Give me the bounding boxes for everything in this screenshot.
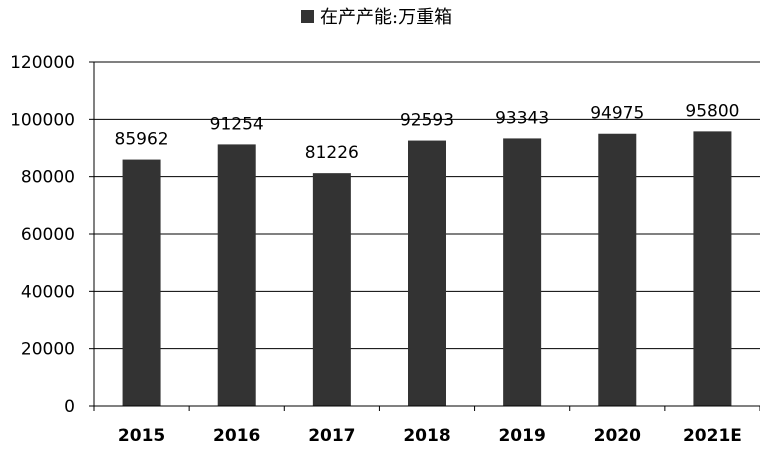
y-tick-label: 0 <box>64 397 75 417</box>
y-tick-label: 20000 <box>21 340 75 360</box>
data-label: 94975 <box>590 104 644 124</box>
data-label: 92593 <box>400 111 454 131</box>
x-tick-label: 2021E <box>683 426 742 446</box>
y-tick-label: 100000 <box>10 110 75 130</box>
legend-label: 在产产能:万重箱 <box>320 7 452 28</box>
bar <box>312 173 351 406</box>
x-tick-label: 2020 <box>594 426 641 446</box>
data-label: 91254 <box>210 114 264 134</box>
data-labels: 85962 91254 81226 92593 93343 94975 95800 <box>115 101 740 163</box>
x-tick-label: 2019 <box>498 426 545 446</box>
bar <box>503 138 542 406</box>
bar <box>408 140 446 407</box>
x-tick-label: 2017 <box>308 426 355 446</box>
x-tick-label: 2016 <box>213 426 260 446</box>
legend-swatch <box>301 10 314 23</box>
y-tick-label: 40000 <box>21 282 75 302</box>
x-tick-label: 2018 <box>403 426 450 446</box>
y-tick-label: 80000 <box>21 168 75 188</box>
y-tick-label: 120000 <box>10 53 75 73</box>
data-label: 85962 <box>115 130 169 150</box>
data-label: 95800 <box>685 101 739 121</box>
axes <box>89 61 760 411</box>
bars <box>122 131 732 407</box>
bar <box>598 133 637 406</box>
bar <box>217 144 256 406</box>
bar <box>693 131 732 406</box>
y-axis-tick-labels: 0 20000 40000 60000 80000 100000 120000 <box>10 53 75 417</box>
y-tick-label: 60000 <box>21 225 75 245</box>
legend: 在产产能:万重箱 <box>301 7 452 28</box>
data-label: 81226 <box>305 143 359 163</box>
data-label: 93343 <box>495 108 549 128</box>
x-axis-tick-labels: 2015 2016 2017 2018 2019 2020 2021E <box>118 426 742 446</box>
bar <box>122 159 161 406</box>
x-tick-label: 2015 <box>118 426 165 446</box>
